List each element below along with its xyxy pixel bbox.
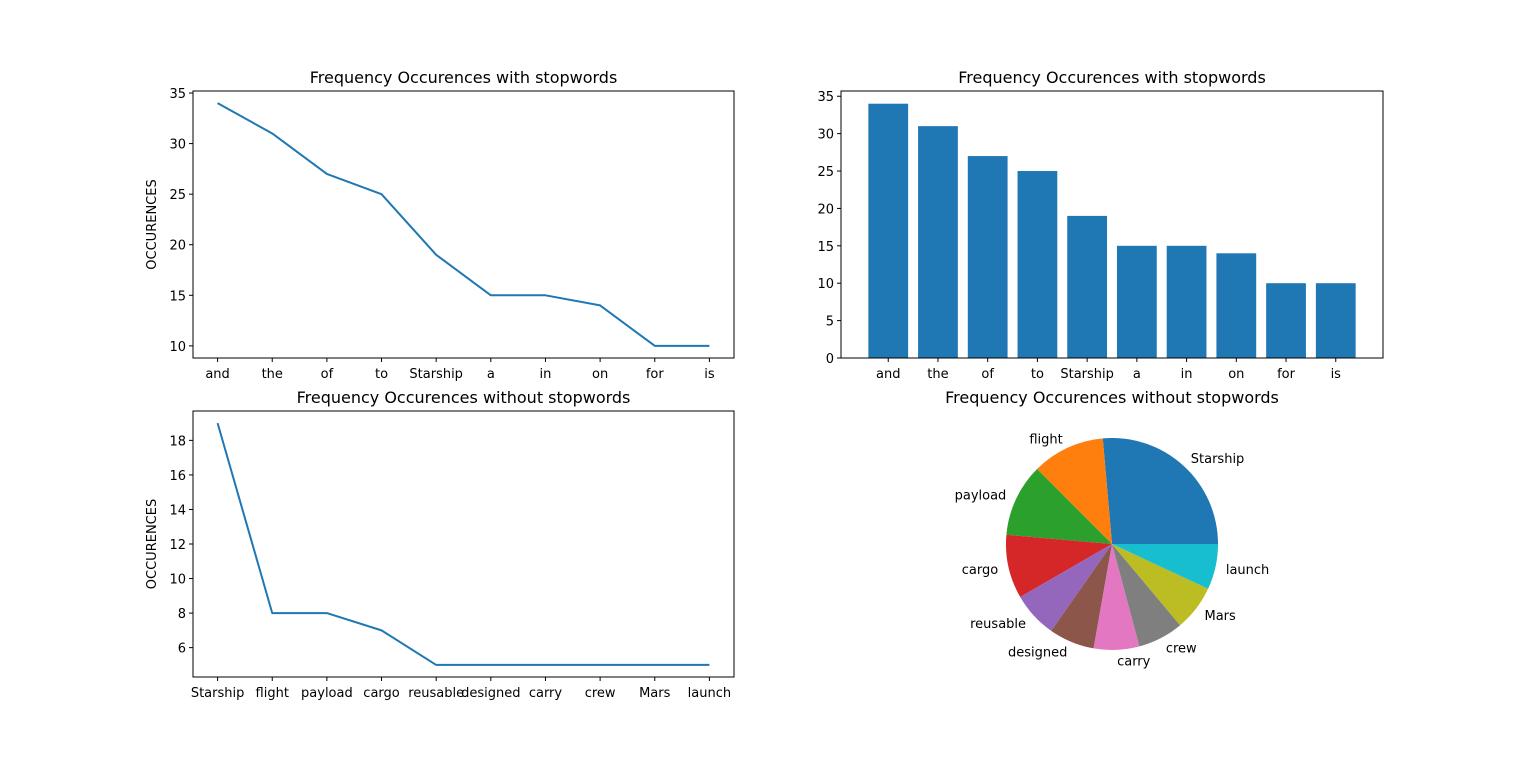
y-tick-label: 25 (817, 165, 834, 180)
axes-frame (192, 410, 735, 678)
x-tick-label: for (1277, 367, 1296, 382)
bar-of (967, 156, 1008, 358)
series-line (216, 422, 710, 666)
y-tick-label: 25 (169, 188, 186, 203)
chart-title: Frequency Occurences without stopwords (945, 388, 1279, 407)
x-tick-label: payload (301, 686, 353, 701)
slice-mars (1112, 544, 1209, 626)
slice-label: Starship (1191, 452, 1245, 467)
y-tick-label: 10 (169, 573, 186, 588)
x-tick-label: to (375, 367, 388, 382)
slice-label: cargo (962, 563, 998, 578)
x-tick-label: the (927, 367, 948, 382)
x-tick-label: in (540, 367, 552, 382)
slice-label: crew (1166, 641, 1197, 656)
y-tick-label: 15 (169, 289, 186, 304)
x-tick-label: is (704, 367, 715, 382)
y-tick-label: 12 (169, 538, 186, 553)
y-tick-label: 30 (169, 138, 186, 153)
slice-payload (1006, 469, 1112, 544)
bar-starship (1067, 215, 1108, 358)
slice-crew (1112, 544, 1181, 647)
x-tick-label: to (1031, 367, 1044, 382)
y-tick-label: 8 (178, 607, 186, 622)
slice-reusable (1020, 544, 1112, 631)
x-tick-label: designed (461, 686, 520, 701)
bar-to (1017, 171, 1058, 358)
slice-flight (1037, 438, 1112, 544)
slice-label: launch (1226, 563, 1269, 578)
x-tick-label: reusable (408, 686, 464, 701)
slice-label: payload (955, 489, 1007, 504)
y-axis-label: OCCURENCES (145, 179, 160, 269)
x-tick-label: in (1181, 367, 1193, 382)
x-tick-label: for (646, 367, 665, 382)
chart-title: Frequency Occurences with stopwords (310, 68, 618, 87)
bar-and (868, 103, 909, 358)
chart-4: Frequency Occurences without stopwords St… (945, 388, 1279, 669)
y-tick-label: 35 (817, 90, 834, 105)
slice-label: Mars (1205, 609, 1237, 624)
slice-launch (1112, 544, 1218, 589)
y-tick-label: 30 (817, 128, 834, 143)
series-line (217, 102, 710, 347)
x-tick-label: cargo (363, 686, 399, 701)
bar-a (1116, 245, 1157, 358)
y-tick-label: 35 (169, 87, 186, 102)
slice-starship (1102, 437, 1218, 544)
x-tick-label: on (592, 367, 608, 382)
x-tick-label: launch (688, 686, 731, 701)
bar-in (1166, 245, 1207, 358)
slice-label: carry (1117, 654, 1151, 669)
y-tick-label: 20 (169, 239, 186, 254)
x-tick-label: Starship (191, 686, 245, 701)
y-tick-label: 10 (817, 277, 834, 292)
axes-frame (840, 90, 1384, 359)
y-tick-label: 5 (826, 315, 834, 330)
y-tick-label: 0 (826, 352, 834, 367)
slice-designed (1051, 544, 1112, 649)
x-tick-label: and (205, 367, 229, 382)
axes-frame (192, 90, 735, 359)
y-tick-label: 20 (817, 202, 834, 217)
slice-label: flight (1029, 432, 1062, 447)
x-tick-label: the (262, 367, 283, 382)
x-tick-label: is (1331, 367, 1342, 382)
x-tick-label: of (981, 367, 994, 382)
x-tick-label: carry (529, 686, 563, 701)
y-tick-label: 15 (817, 240, 834, 255)
slice-label: designed (1008, 646, 1067, 661)
bar-the (918, 126, 958, 358)
y-tick-label: 10 (169, 340, 186, 355)
x-tick-label: a (1133, 367, 1141, 382)
y-tick-label: 16 (169, 469, 186, 484)
chart-2: Frequency Occurences with stopwords and th… (817, 68, 1384, 382)
y-tick-label: 6 (178, 642, 186, 657)
x-tick-label: of (321, 367, 334, 382)
x-tick-label: a (487, 367, 495, 382)
y-tick-label: 18 (169, 434, 186, 449)
y-axis-label: OCCURENCES (145, 499, 160, 589)
bar-on (1216, 253, 1257, 358)
x-tick-label: Mars (639, 686, 671, 701)
slice-cargo (1005, 534, 1112, 597)
x-tick-label: Starship (409, 367, 463, 382)
y-tick-label: 14 (169, 503, 186, 518)
x-tick-label: Starship (1060, 367, 1114, 382)
x-tick-label: flight (256, 686, 289, 701)
slice-carry (1093, 544, 1140, 651)
slice-label: reusable (970, 617, 1026, 632)
bar-is (1315, 283, 1356, 358)
chart-1: Frequency Occurences with stopwords OCCUR… (145, 68, 735, 382)
x-tick-label: on (1228, 367, 1244, 382)
x-tick-label: and (876, 367, 900, 382)
chart-title: Frequency Occurences with stopwords (958, 68, 1266, 87)
x-tick-label: crew (585, 686, 616, 701)
chart-title: Frequency Occurences without stopwords (297, 388, 631, 407)
bar-for (1266, 283, 1306, 358)
chart-3: Frequency Occurences without stopwords OC… (145, 388, 735, 701)
